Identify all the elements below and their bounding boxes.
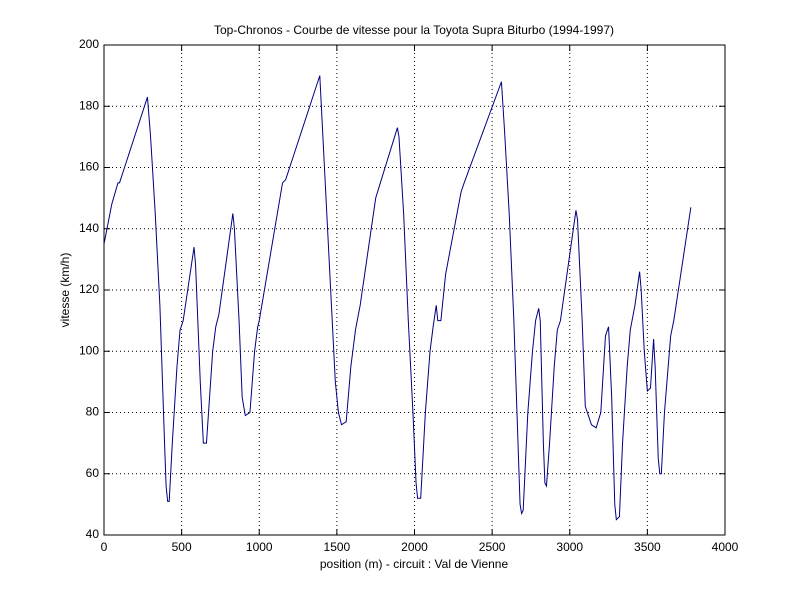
x-tick-label: 1500 <box>324 540 351 554</box>
x-tick-label: 2000 <box>401 540 428 554</box>
x-tick-label: 500 <box>172 540 192 554</box>
y-tick-label: 120 <box>79 282 99 296</box>
x-tick-label: 2500 <box>479 540 506 554</box>
x-tick-label: 1000 <box>246 540 273 554</box>
y-tick-label: 200 <box>79 37 99 51</box>
x-axis-label: position (m) - circuit : Val de Vienne <box>320 557 509 571</box>
y-tick-label: 100 <box>79 343 99 357</box>
x-tick-label: 4000 <box>712 540 739 554</box>
y-axis-label: vitesse (km/h) <box>58 253 72 328</box>
y-tick-label: 40 <box>86 527 100 541</box>
y-tick-label: 180 <box>79 98 99 112</box>
plot-frame <box>103 44 726 536</box>
y-tick-label: 160 <box>79 160 99 174</box>
speed-line <box>103 75 692 521</box>
x-tick-label: 3500 <box>634 540 661 554</box>
y-tick-label: 60 <box>86 466 100 480</box>
y-tick-label: 140 <box>79 221 99 235</box>
y-tick-label: 80 <box>86 405 100 419</box>
x-tick-label: 3000 <box>556 540 583 554</box>
x-tick-label: 0 <box>101 540 108 554</box>
chart-title: Top-Chronos - Courbe de vitesse pour la … <box>214 23 614 37</box>
